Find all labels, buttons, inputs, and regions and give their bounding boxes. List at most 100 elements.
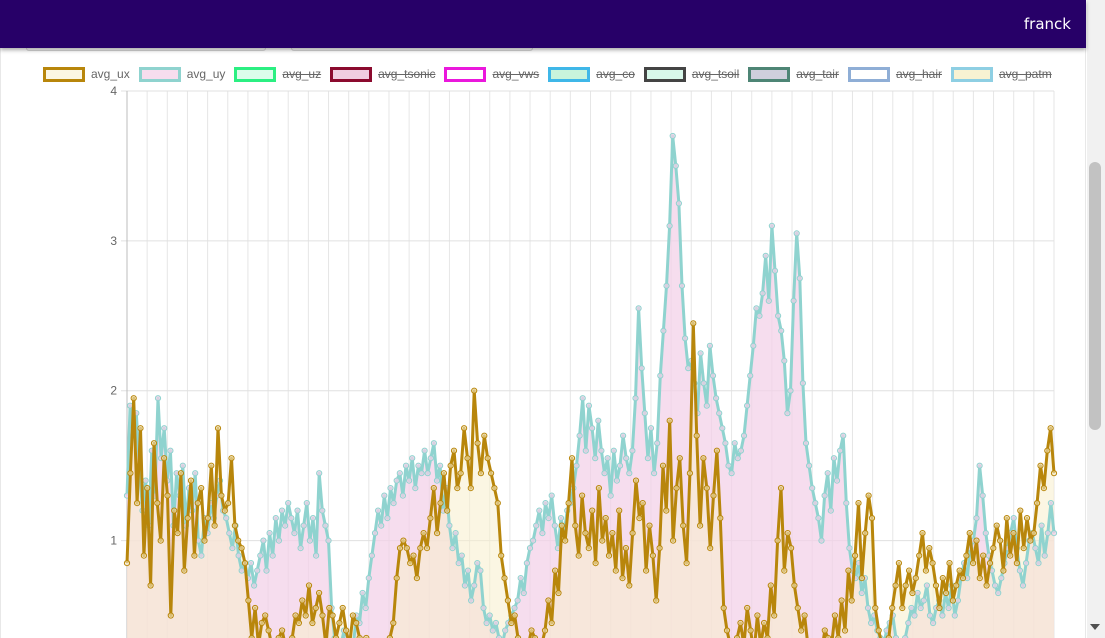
data-point-avg_uy	[954, 597, 962, 604]
legend-item-avg_uz[interactable]: avg_uz	[234, 66, 321, 82]
data-point-avg_ux	[983, 582, 990, 589]
data-point-avg_ux	[646, 522, 653, 529]
data-point-avg_ux	[514, 634, 522, 638]
data-point-avg_ux	[396, 545, 404, 552]
legend-label: avg_vws	[492, 67, 540, 81]
data-point-avg_ux	[632, 477, 640, 484]
data-point-avg_uy	[657, 372, 664, 379]
data-point-avg_uy	[610, 447, 617, 454]
data-point-avg_uy	[992, 582, 999, 589]
data-point-avg_ux	[585, 545, 592, 552]
data-point-avg_uy	[951, 612, 958, 619]
data-point-avg_uy	[142, 477, 149, 484]
y-tick-label: 2	[110, 384, 117, 398]
data-point-avg_uy	[601, 470, 608, 477]
user-menu[interactable]: franck	[1023, 15, 1071, 33]
scrollbar-thumb[interactable]	[1089, 162, 1101, 430]
data-point-avg_ux	[963, 552, 970, 559]
data-point-avg_ux	[572, 522, 579, 529]
data-point-avg_ux	[717, 515, 724, 522]
data-point-avg_ux	[558, 522, 565, 529]
data-point-avg_ux	[852, 552, 859, 559]
legend-item-avg_patm[interactable]: avg_patm	[950, 66, 1052, 82]
data-point-avg_uy	[623, 455, 630, 462]
data-point-avg_uy	[706, 342, 714, 349]
data-point-avg_ux	[225, 500, 232, 507]
data-point-avg_uy	[629, 447, 636, 454]
data-point-avg_uy	[480, 604, 487, 612]
data-point-avg_ux	[865, 492, 872, 499]
data-point-avg_uy	[409, 455, 416, 462]
legend-item-avg_uy[interactable]: avg_uy	[138, 66, 225, 82]
data-point-avg_ux	[589, 507, 596, 514]
data-point-avg_ux	[1037, 462, 1044, 469]
data-point-avg_uy	[939, 612, 946, 619]
legend-swatch	[548, 66, 591, 82]
data-point-avg_ux	[241, 560, 249, 567]
data-point-avg_ux	[319, 612, 326, 619]
data-point-avg_uy	[613, 477, 621, 484]
data-point-avg_ux	[670, 537, 677, 544]
data-point-avg_ux	[343, 627, 350, 634]
legend-item-avg_tair[interactable]: avg_tair	[748, 66, 839, 82]
data-point-avg_uy	[837, 447, 844, 454]
data-point-avg_ux	[454, 485, 461, 492]
legend-item-avg_vws[interactable]: avg_vws	[444, 66, 540, 82]
data-point-avg_uy	[474, 560, 481, 567]
data-point-avg_uy	[458, 552, 465, 559]
legend-item-avg_tsonic[interactable]: avg_tsonic	[330, 66, 436, 82]
data-point-avg_ux	[434, 530, 441, 537]
data-point-avg_uy	[744, 402, 751, 409]
data-point-avg_ux	[498, 552, 505, 559]
data-point-avg_ux	[993, 522, 1000, 529]
data-point-avg_uy	[520, 589, 527, 597]
data-point-avg_ux	[1010, 530, 1017, 537]
data-point-avg_uy	[179, 462, 186, 469]
data-point-avg_ux	[265, 627, 272, 634]
legend-label: avg_tsonic	[378, 67, 436, 81]
data-point-avg_ux	[680, 522, 687, 529]
data-point-avg_uy	[557, 515, 565, 522]
data-point-avg_uy	[846, 545, 853, 552]
data-point-avg_uy	[592, 455, 599, 462]
data-point-avg_ux	[1027, 537, 1034, 544]
data-point-avg_uy	[973, 515, 980, 522]
data-point-avg_uy	[582, 447, 589, 454]
data-point-avg_ux	[1003, 515, 1010, 522]
data-point-avg_uy	[740, 432, 748, 439]
data-point-avg_ux	[528, 627, 535, 634]
data-point-avg_ux	[794, 604, 801, 612]
data-point-avg_ux	[592, 560, 599, 567]
data-point-avg_ux	[619, 575, 626, 582]
series-area-avg_ux	[127, 323, 1054, 638]
data-point-avg_uy	[167, 447, 174, 454]
legend-item-avg_co[interactable]: avg_co	[548, 66, 635, 82]
data-point-avg_ux	[973, 537, 980, 544]
data-point-avg_ux	[437, 500, 444, 507]
legend-item-avg_tsoil[interactable]: avg_tsoil	[643, 66, 739, 82]
legend-item-avg_ux[interactable]: avg_ux	[43, 66, 130, 82]
data-point-avg_uy	[396, 470, 403, 477]
data-point-avg_ux	[821, 627, 828, 634]
data-point-avg_uy	[198, 552, 205, 559]
legend-swatch	[138, 66, 181, 82]
data-point-avg_uy	[595, 417, 602, 424]
data-point-avg_ux	[990, 545, 997, 552]
top-app-bar: franck	[0, 0, 1086, 48]
data-point-avg_uy	[765, 297, 772, 304]
data-point-avg_ux	[848, 597, 855, 604]
data-point-avg_ux	[902, 582, 909, 589]
data-point-avg_ux	[885, 634, 892, 638]
data-point-avg_uy	[492, 619, 499, 627]
legend-item-avg_hair[interactable]: avg_hair	[847, 66, 942, 82]
legend-label: avg_tair	[796, 67, 839, 81]
data-point-avg_ux	[316, 589, 323, 597]
data-point-avg_uy	[917, 604, 924, 612]
scroll-down-arrow-icon[interactable]	[1090, 624, 1100, 630]
data-point-avg_uy	[427, 455, 434, 462]
data-point-avg_uy	[864, 604, 872, 612]
data-point-avg_ux	[774, 537, 781, 544]
data-point-avg_ux	[946, 560, 953, 567]
data-point-avg_uy	[796, 275, 803, 282]
